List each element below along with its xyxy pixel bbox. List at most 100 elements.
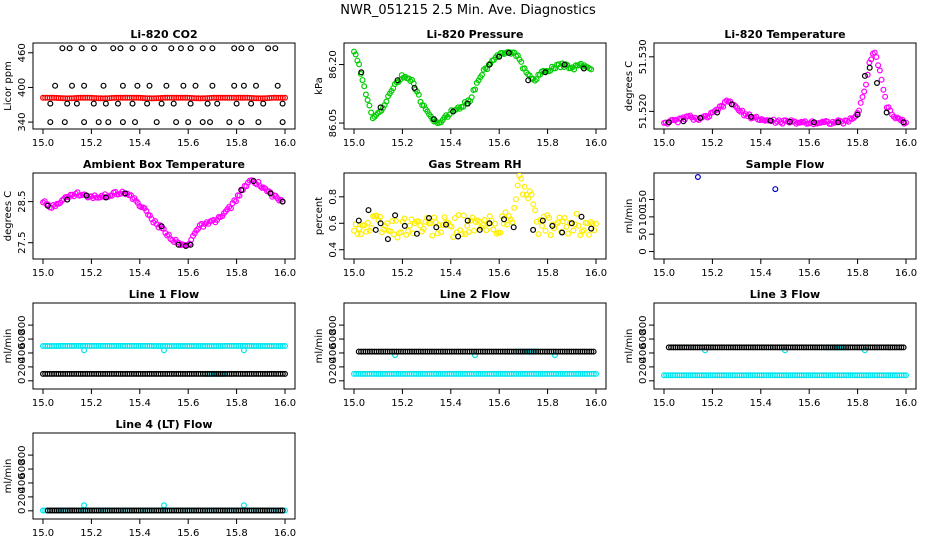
- data-point: [356, 61, 363, 68]
- x-tick-label: 15.2: [701, 268, 723, 279]
- data-point: [525, 195, 532, 202]
- x-tick-label: 15.2: [80, 398, 102, 409]
- y-axis-label: ml/min: [314, 329, 325, 364]
- data-point: [452, 215, 459, 222]
- data-point: [469, 214, 476, 221]
- data-point: [64, 196, 71, 203]
- series-sample: [694, 174, 779, 193]
- data-point: [406, 222, 413, 229]
- data-point: [110, 45, 117, 52]
- y-tick-label: 0: [638, 378, 649, 384]
- y-tick-label: 600: [638, 329, 649, 348]
- data-point: [772, 186, 779, 193]
- data-point: [185, 119, 192, 126]
- data-point: [351, 227, 358, 234]
- data-point: [585, 231, 592, 238]
- data-point: [748, 113, 755, 120]
- data-point: [413, 230, 420, 237]
- y-tick-label: 86.05: [328, 109, 339, 138]
- data-point: [274, 82, 281, 89]
- x-tick-label: 16.0: [585, 398, 607, 409]
- x-tick-label: 15.6: [798, 138, 820, 149]
- x-tick-label: 15.2: [391, 268, 413, 279]
- data-point: [279, 507, 286, 514]
- data-point: [227, 205, 234, 212]
- data-point: [486, 61, 493, 68]
- x-tick-label: 15.2: [80, 138, 102, 149]
- data-point: [900, 119, 907, 126]
- y-tick-label: 100: [638, 207, 649, 226]
- panel-title: Line 2 Flow: [440, 288, 510, 301]
- data-point: [873, 53, 880, 60]
- y-tick-label: 400: [17, 343, 28, 362]
- data-point: [835, 119, 842, 126]
- plot-frame: [653, 172, 917, 260]
- x-tick-label: 15.4: [750, 398, 772, 409]
- series-low-mid-reference: [47, 100, 286, 107]
- data-point: [282, 94, 289, 101]
- panel-title: Line 1 Flow: [129, 288, 199, 301]
- data-point: [114, 100, 121, 107]
- data-point: [240, 502, 247, 509]
- series-ambient: [351, 173, 599, 241]
- data-point: [882, 93, 889, 100]
- data-point: [233, 100, 240, 107]
- y-tick-label: 51.530: [638, 39, 649, 74]
- panel-title: Li-820 Temperature: [724, 28, 845, 41]
- data-point: [900, 372, 907, 379]
- data-point: [173, 119, 180, 126]
- data-point: [255, 119, 262, 126]
- data-point: [364, 96, 371, 103]
- x-tick-label: 15.8: [536, 398, 558, 409]
- data-point: [81, 502, 88, 509]
- page-title: NWR_051215 2.5 Min. Ave. Diagnostics: [340, 3, 596, 18]
- data-point: [455, 212, 462, 219]
- data-point: [559, 229, 566, 236]
- data-point: [570, 227, 577, 234]
- data-point: [537, 217, 544, 224]
- x-tick-label: 15.0: [653, 268, 675, 279]
- x-tick-label: 15.8: [225, 528, 247, 539]
- data-point: [102, 194, 109, 201]
- data-point: [214, 100, 221, 107]
- data-point: [410, 230, 417, 237]
- data-point: [728, 101, 735, 108]
- x-tick-label: 15.8: [846, 268, 868, 279]
- data-point: [248, 45, 255, 52]
- data-point: [392, 352, 399, 359]
- data-point: [377, 213, 384, 220]
- data-point: [354, 231, 361, 238]
- data-point: [260, 100, 267, 107]
- data-point: [525, 77, 532, 84]
- data-point: [438, 229, 445, 236]
- data-point: [253, 82, 260, 89]
- data-point: [47, 100, 54, 107]
- data-point: [510, 224, 517, 231]
- data-point: [697, 114, 704, 121]
- data-point: [426, 215, 433, 222]
- y-tick-label: 600: [17, 329, 28, 348]
- y-axis-label: ml/min: [624, 329, 635, 364]
- data-point: [168, 45, 175, 52]
- series-mid-reference: [52, 82, 281, 89]
- y-tick-label: 600: [17, 459, 28, 478]
- x-tick-label: 15.0: [343, 268, 365, 279]
- y-tick-label: 0.6: [328, 215, 339, 231]
- data-point: [158, 100, 165, 107]
- x-tick-label: 15.4: [440, 138, 462, 149]
- plot-frame: [343, 42, 607, 130]
- series-flow-outliers: [392, 352, 558, 359]
- data-point: [590, 348, 597, 355]
- data-point: [355, 217, 362, 224]
- x-tick-label: 15.2: [701, 398, 723, 409]
- data-point: [433, 224, 440, 231]
- y-tick-label: 51.520: [638, 94, 649, 129]
- data-point: [694, 174, 701, 181]
- data-point: [362, 91, 369, 98]
- data-point: [519, 191, 526, 198]
- data-point: [720, 103, 727, 110]
- data-point: [578, 213, 585, 220]
- data-point: [518, 58, 525, 65]
- data-point: [592, 370, 599, 377]
- data-point: [384, 220, 391, 227]
